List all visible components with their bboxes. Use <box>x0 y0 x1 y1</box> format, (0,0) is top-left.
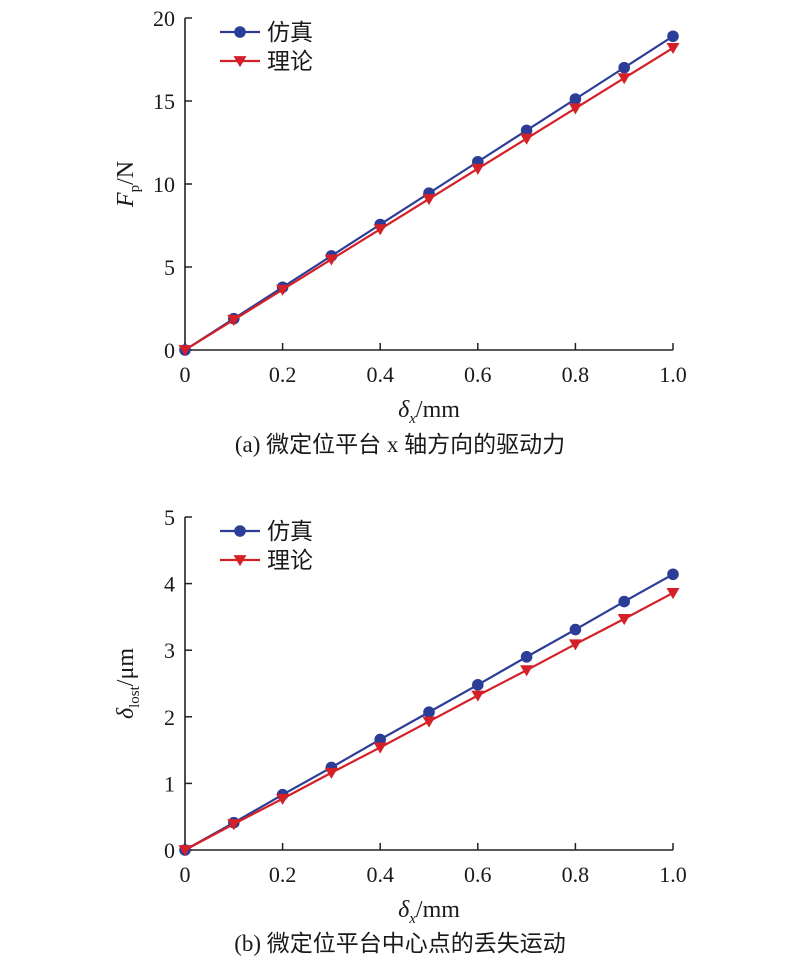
y-tick-label: 5 <box>164 505 175 530</box>
x-tick-label: 0 <box>180 862 191 887</box>
x-tick-label: 1.0 <box>659 862 687 887</box>
chart-panel-2: 0 0.2 0.4 0.6 0.8 1.0 0 1 2 3 4 5 δx/mm δlost/μm (b) 微… <box>113 505 687 956</box>
legend-label: 仿真 <box>267 519 313 545</box>
data-point <box>423 706 435 718</box>
series-theory <box>178 588 680 857</box>
data-point <box>276 793 290 805</box>
y-tick-label: 0 <box>164 338 175 363</box>
x-tick-label: 0.6 <box>464 362 492 387</box>
chart-panel-1: 0 0.2 0.4 0.6 0.8 1.0 0 5 10 15 20 δx/mm Fp/N (a) 微定位… <box>113 6 687 457</box>
data-point <box>374 733 387 746</box>
data-point <box>667 30 679 43</box>
data-point <box>471 163 485 175</box>
legend-label: 仿真 <box>267 20 313 46</box>
y-tick-label: 4 <box>164 572 175 597</box>
legend-marker <box>234 525 246 537</box>
data-point <box>667 568 679 581</box>
legend-label: 理论 <box>267 548 313 574</box>
y-tick-label: 20 <box>153 6 175 31</box>
y-tick-label: 2 <box>164 705 175 730</box>
x-tick-label: 0.6 <box>464 862 492 887</box>
y-tick-label: 3 <box>164 638 175 663</box>
data-point <box>569 93 582 105</box>
y-tick-label: 1 <box>164 771 175 796</box>
data-point <box>617 614 631 626</box>
y-tick-label: 5 <box>164 255 175 280</box>
y-axis-label: Fp/N <box>113 161 143 208</box>
data-point <box>569 623 582 636</box>
data-point <box>666 43 680 55</box>
data-point <box>324 767 338 779</box>
x-tick-label: 0.4 <box>366 362 394 387</box>
panel-caption: (a) 微定位平台 x 轴方向的驱动力 <box>235 432 565 457</box>
panel-caption: (b) 微定位平台中心点的丢失运动 <box>234 931 566 956</box>
x-tick-label: 0 <box>180 362 191 387</box>
data-point <box>520 133 534 145</box>
data-point <box>520 665 534 677</box>
data-point <box>666 588 680 600</box>
x-tick-label: 0.2 <box>269 862 297 887</box>
data-point <box>472 679 484 691</box>
legend-label: 理论 <box>267 49 313 75</box>
x-tick-label: 0.4 <box>366 862 394 887</box>
data-point <box>422 194 436 206</box>
x-axis-label: δx/mm <box>398 897 460 927</box>
data-point <box>568 103 582 115</box>
legend-marker <box>233 555 247 567</box>
x-tick-label: 1.0 <box>659 362 687 387</box>
x-tick-label: 0.2 <box>269 362 297 387</box>
data-point <box>373 742 387 754</box>
series-theory <box>178 43 680 357</box>
data-point <box>618 595 630 608</box>
data-point <box>324 254 338 266</box>
data-point <box>422 716 436 728</box>
y-tick-label: 0 <box>164 838 175 863</box>
y-axis-label: δlost/μm <box>113 648 143 719</box>
data-point <box>373 224 387 236</box>
data-point <box>178 345 192 357</box>
data-point <box>227 314 241 326</box>
x-tick-label: 0.8 <box>562 862 590 887</box>
data-point <box>520 124 533 137</box>
data-point <box>617 73 631 85</box>
legend-marker <box>233 56 247 68</box>
data-point <box>471 690 485 702</box>
data-point <box>227 819 241 831</box>
data-point <box>520 651 533 663</box>
data-point <box>276 284 290 296</box>
data-point <box>618 61 630 74</box>
x-axis-label: δx/mm <box>398 397 460 427</box>
y-tick-label: 10 <box>153 172 175 197</box>
y-tick-label: 15 <box>153 89 175 114</box>
x-tick-label: 0.8 <box>562 362 590 387</box>
legend-marker <box>234 26 246 38</box>
data-point <box>178 845 192 857</box>
data-point <box>568 639 582 651</box>
